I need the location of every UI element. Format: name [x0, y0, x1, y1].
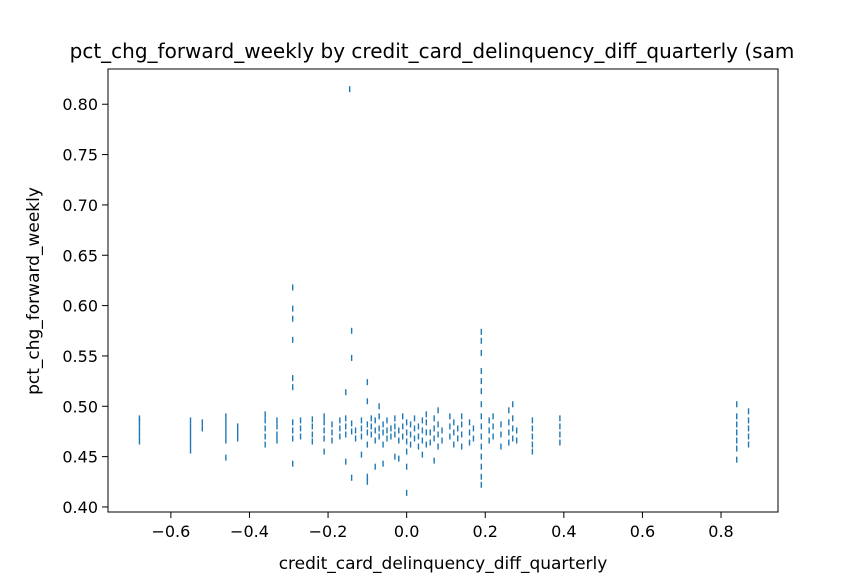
y-tick-label: 0.50 — [62, 397, 98, 416]
y-axis-label: pct_chg_forward_weekly — [24, 187, 44, 395]
y-tick-label: 0.75 — [62, 146, 98, 165]
y-tick-label: 0.55 — [62, 347, 98, 366]
x-tick-label: 0.2 — [473, 522, 498, 541]
y-tick-label: 0.60 — [62, 297, 98, 316]
x-tick-label: −0.2 — [309, 522, 348, 541]
x-tick-label: 0.0 — [394, 522, 419, 541]
y-axis: 0.40 0.45 0.50 0.55 0.60 0.65 0.70 0.75 0.80 — [62, 95, 108, 517]
y-tick-label: 0.70 — [62, 196, 98, 215]
x-tick-label: 0.8 — [708, 522, 733, 541]
y-tick-label: 0.65 — [62, 246, 98, 265]
x-axis: −0.6 −0.4 −0.2 0.0 0.2 0.4 0.6 0.8 — [151, 512, 734, 541]
x-tick-label: −0.4 — [230, 522, 269, 541]
y-tick-label: 0.80 — [62, 95, 98, 114]
x-tick-label: −0.6 — [151, 522, 190, 541]
data-points — [138, 86, 750, 496]
chart-title: pct_chg_forward_weekly by credit_card_de… — [70, 39, 795, 63]
x-tick-label: 0.6 — [630, 522, 655, 541]
x-axis-label: credit_card_delinquency_diff_quarterly — [279, 554, 608, 574]
y-tick-label: 0.40 — [62, 498, 98, 517]
x-tick-label: 0.4 — [551, 522, 576, 541]
plot-area-frame — [107, 68, 779, 513]
y-tick-label: 0.45 — [62, 448, 98, 467]
